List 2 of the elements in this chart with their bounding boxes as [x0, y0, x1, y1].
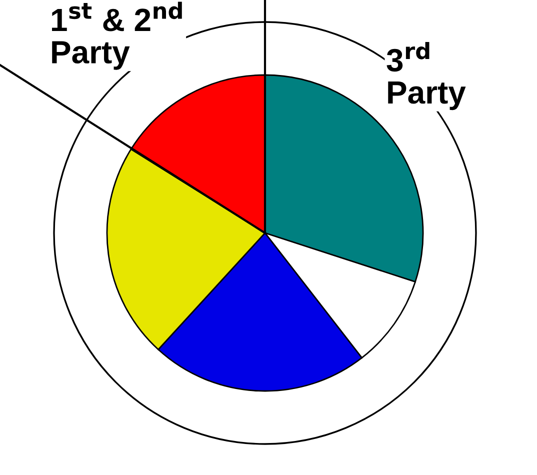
text: 1$^{st}$ & 2$^{nd}$ Party [52, 2, 182, 70]
text: 3$^{rd}$ Party [386, 42, 466, 110]
